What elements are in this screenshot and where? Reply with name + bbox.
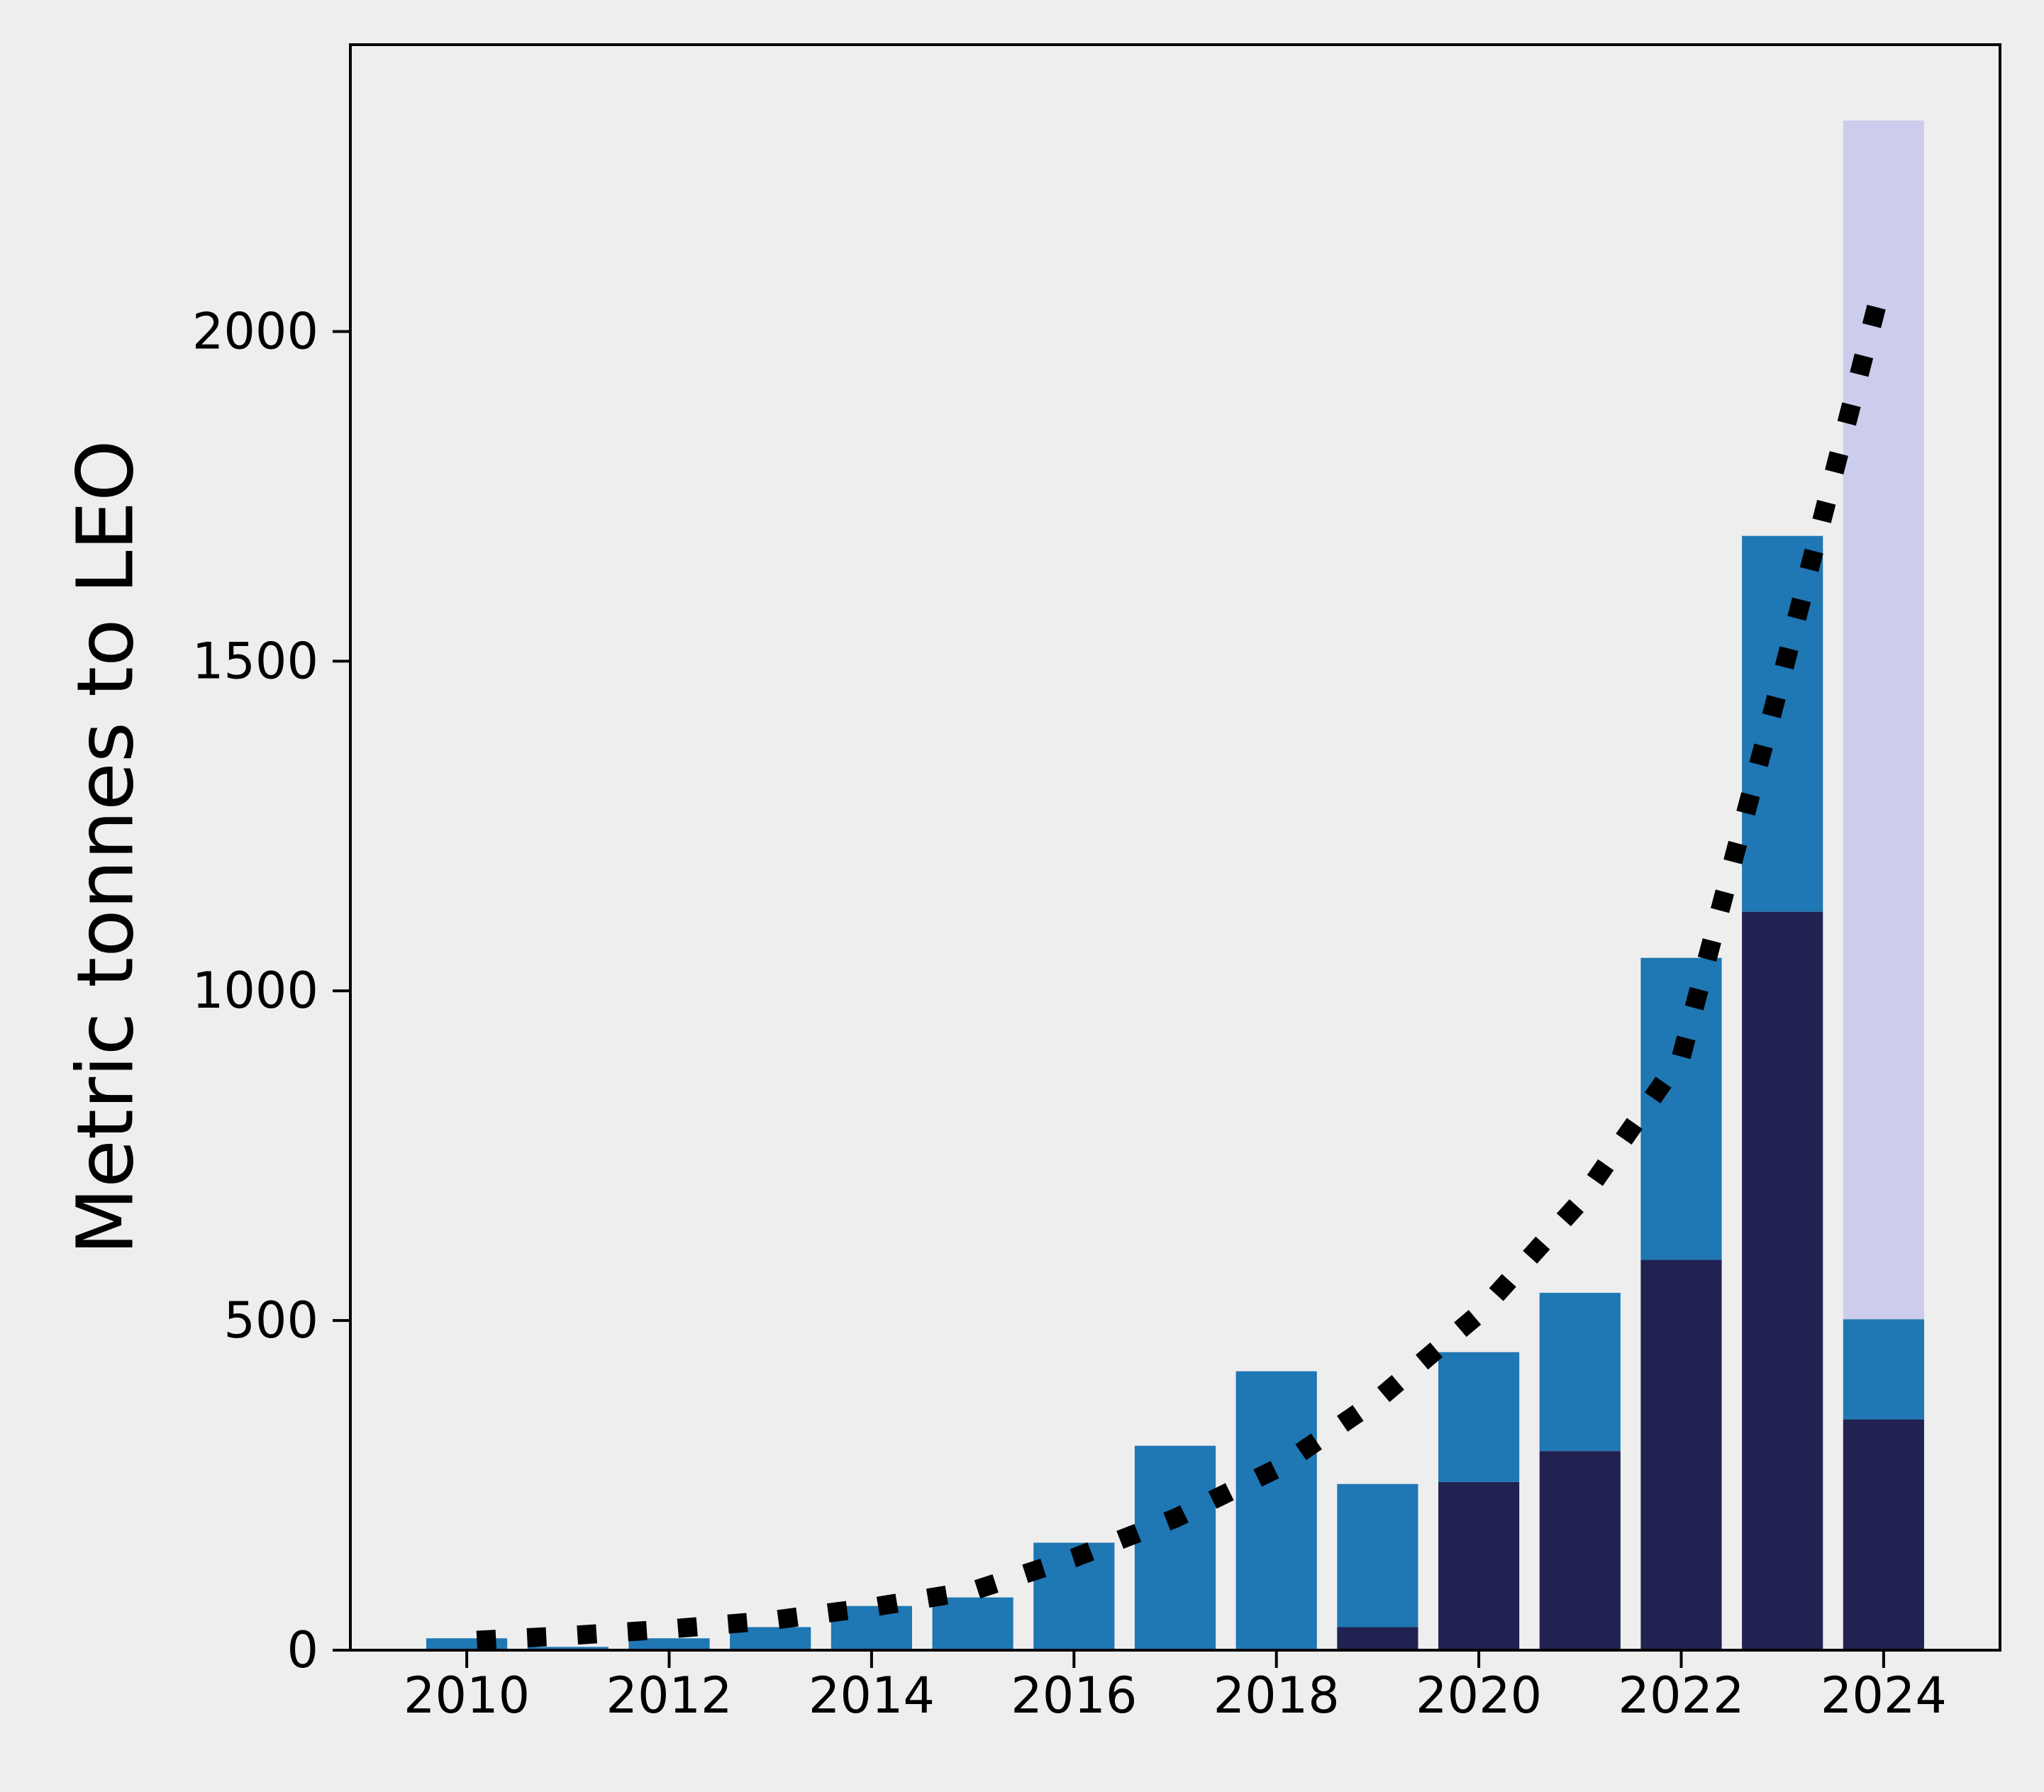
trend-line-group [476,276,1893,1650]
bar-dark-2022 [1640,1259,1722,1650]
bar-dark-2023 [1742,911,1823,1650]
bar-blue-2023 [1742,535,1823,912]
bar-blue-2017 [1134,1445,1216,1650]
bar-dark-2021 [1539,1451,1621,1650]
x-tick-label: 2012 [606,1666,732,1725]
x-tick-label: 2010 [404,1666,530,1725]
bar-blue-2018 [1235,1371,1317,1650]
x-tick-label: 2016 [1011,1666,1137,1725]
x-axis: 2010 2012 2014 2016 2018 2020 2022 2024 [404,1650,1947,1725]
bar-dark-2024 [1843,1419,1924,1650]
bar-blue-2022 [1640,957,1722,1260]
bar-blue-2012 [628,1638,710,1650]
bar-blue-2015 [932,1597,1013,1650]
x-tick-label: 2018 [1213,1666,1340,1725]
y-tick-label: 0 [287,1621,318,1679]
x-tick-label: 2020 [1416,1666,1542,1725]
bar-blue-2011 [527,1647,609,1650]
plot-frame [349,43,2001,1652]
x-tick-label: 2022 [1618,1666,1744,1725]
bar-blue-2021 [1539,1293,1621,1452]
bar-dark-2019 [1337,1627,1418,1650]
y-axis: 0 500 1000 1500 2000 [192,302,350,1679]
bar-blue-2020 [1438,1352,1520,1482]
y-tick-label: 2000 [192,302,318,360]
y-tick-label: 1500 [192,632,318,690]
y-tick-label: 500 [223,1291,318,1349]
y-tick-label: 1000 [192,962,318,1020]
bar-blue-2019 [1337,1484,1418,1627]
bar-light-2024 [1843,120,1924,1320]
y-axis-label: Metric tonnes to LEO [60,440,150,1255]
trend-line [476,276,1893,1650]
x-tick-label: 2014 [809,1666,935,1725]
bars [426,120,1924,1650]
bar-dark-2020 [1438,1481,1520,1650]
bar-blue-2024 [1843,1319,1924,1420]
x-tick-label: 2024 [1821,1666,1947,1725]
